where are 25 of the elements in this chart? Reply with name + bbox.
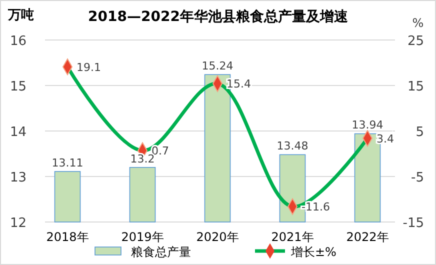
y-tick-label: 13 [10, 170, 27, 186]
legend-label: 粮食总产量 [131, 245, 191, 259]
data-label: 13.48 [276, 140, 308, 153]
data-label: 13.94 [352, 118, 384, 132]
x-tick-label: 2021年 [271, 230, 314, 244]
data-label: 15.24 [202, 60, 234, 73]
data-label: 13.11 [52, 156, 84, 170]
y-axis-title: 万吨 [7, 8, 34, 23]
y2-axis-title: % [412, 16, 424, 30]
y2-tick-label: 15 [407, 80, 424, 94]
y-tick-label: 14 [10, 125, 27, 140]
x-tick-label: 2018年 [46, 230, 89, 244]
y2-tick-label: 5 [416, 125, 424, 140]
y2-tick-label: -15 [402, 216, 424, 231]
legend-label: 增长±% [290, 245, 336, 259]
x-tick-label: 2022年 [346, 230, 389, 244]
y2-tick-label: -5 [411, 170, 424, 186]
x-tick-label: 2020年 [196, 230, 239, 244]
y2-tick-label: 25 [407, 34, 424, 49]
y-tick-label: 12 [10, 216, 27, 231]
y-tick-label: 16 [10, 34, 27, 49]
x-tick-label: 2019年 [121, 230, 164, 244]
data-label: 19.1 [76, 60, 101, 74]
y-tick-label: 15 [10, 80, 27, 94]
chart-title: 2018—2022年华池县粮食总产量及增速 [88, 8, 349, 25]
